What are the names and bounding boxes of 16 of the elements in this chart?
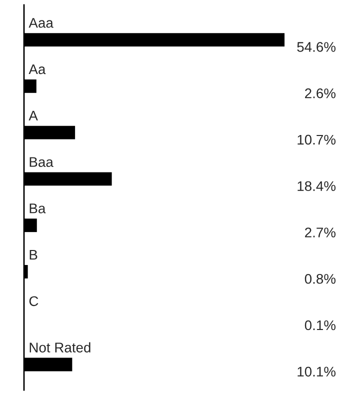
y-tick-label: Ba xyxy=(30,204,46,214)
data-label: 10.7% xyxy=(298,134,336,145)
y-tick-label: Baa xyxy=(30,157,54,167)
data-label: 2.6% xyxy=(305,88,336,98)
data-label: 54.6% xyxy=(297,42,336,52)
y-tick-label: Aaa xyxy=(28,18,54,28)
data-label: 0.1% xyxy=(304,320,336,330)
y-tick-label: A xyxy=(28,110,38,120)
data-label: 18.4% xyxy=(298,181,336,192)
y-tick-label: Not Rated xyxy=(30,342,90,352)
y-tick-label: C xyxy=(29,296,38,306)
y-tick-label: B xyxy=(30,250,38,260)
data-label: 10.1% xyxy=(298,366,336,377)
data-label: 0.8% xyxy=(304,274,336,284)
y-tick-label: Aa xyxy=(28,64,46,74)
data-label: 2.7% xyxy=(305,228,336,238)
